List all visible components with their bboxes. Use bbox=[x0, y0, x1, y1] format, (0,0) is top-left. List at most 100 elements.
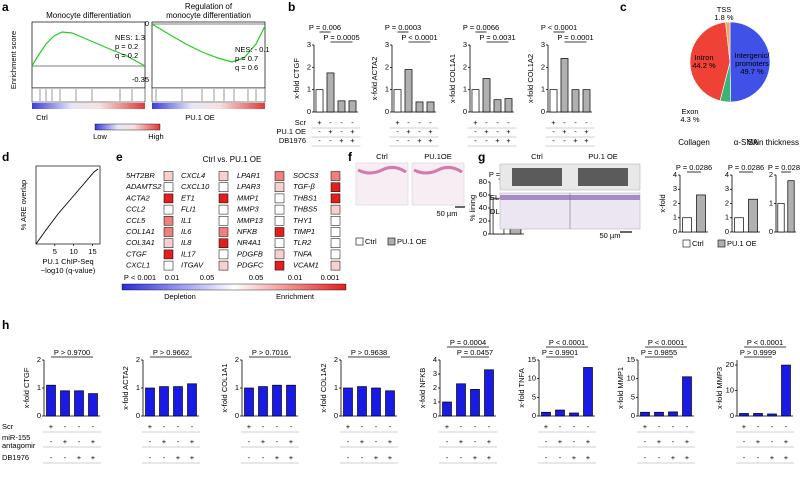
treatment-sign: + bbox=[506, 127, 511, 136]
treatment-sign: - bbox=[318, 136, 321, 145]
enrichment-box bbox=[163, 182, 174, 192]
slice-name: Intron bbox=[694, 53, 713, 62]
treatment-sign: - bbox=[644, 437, 647, 446]
bar bbox=[470, 389, 480, 417]
treatment-sign: - bbox=[644, 453, 647, 462]
treatment-sign: - bbox=[248, 437, 251, 446]
bar bbox=[504, 98, 513, 113]
treatment-sign: - bbox=[418, 118, 421, 127]
y-axis-label: x-fold CTGF bbox=[22, 367, 31, 408]
gene-name: TGF-β bbox=[293, 182, 315, 191]
y-tick-label: 10 bbox=[726, 386, 734, 395]
enrichment-box bbox=[218, 216, 229, 226]
p-value: P > 0.7016 bbox=[252, 348, 288, 357]
enrichment-box bbox=[218, 193, 229, 204]
treatment-sign: - bbox=[488, 422, 491, 431]
x-axis-label: PU.1 ChIP-Seq bbox=[42, 257, 93, 266]
treatment-sign: + bbox=[275, 453, 280, 462]
bar bbox=[482, 78, 491, 113]
scale-label: 0.01 bbox=[288, 273, 303, 282]
y-tick-label: 1 bbox=[673, 213, 677, 222]
p-value: P > 0.9662 bbox=[153, 348, 189, 357]
bar bbox=[541, 411, 551, 417]
bar bbox=[668, 411, 678, 417]
bar bbox=[426, 101, 435, 113]
treatment-sign: + bbox=[487, 453, 492, 462]
enrichment-box bbox=[218, 260, 229, 271]
treatment-sign: + bbox=[91, 453, 96, 462]
bar bbox=[337, 100, 346, 113]
gene-name: NFKB bbox=[237, 227, 257, 236]
gene-name: CCL2 bbox=[126, 205, 146, 214]
y-tick-label: 2 bbox=[385, 62, 389, 71]
gene-name: MMP1 bbox=[237, 193, 259, 202]
p-value: P > 0.9999 bbox=[740, 348, 776, 357]
treatment-sign: - bbox=[276, 437, 279, 446]
treatment-sign: + bbox=[770, 453, 775, 462]
treatment-sign: - bbox=[163, 422, 166, 431]
image-label: Ctrl bbox=[531, 152, 543, 161]
tissue-lining bbox=[357, 165, 407, 175]
hit-frame bbox=[31, 87, 146, 103]
y-tick-label: 0 bbox=[385, 107, 389, 116]
gsea-stat: p = 0.7 bbox=[235, 54, 258, 63]
treatment-sign: - bbox=[474, 127, 477, 136]
bar bbox=[442, 401, 452, 417]
bar bbox=[286, 384, 296, 417]
rank-heatmap bbox=[32, 103, 145, 109]
pie-slice bbox=[725, 21, 731, 63]
treatment-sign: + bbox=[445, 422, 450, 431]
treatment-sign: + bbox=[176, 453, 181, 462]
panel-label: c bbox=[620, 0, 627, 14]
p-value: P > 0.9700 bbox=[54, 348, 90, 357]
slice-name: TSS bbox=[717, 5, 732, 14]
treatment-sign: + bbox=[428, 136, 433, 145]
p-value: P = 0.9855 bbox=[641, 348, 677, 357]
y-tick-label: 0 bbox=[483, 229, 487, 238]
y-tick-label: 10 bbox=[627, 374, 635, 383]
treatment-sign: - bbox=[474, 136, 477, 145]
treatment-sign: - bbox=[262, 422, 265, 431]
slice-value: 49.7 % bbox=[740, 67, 764, 76]
scale-label: 0.001 bbox=[321, 273, 340, 282]
gene-name: TIMP1 bbox=[293, 227, 315, 236]
y-tick-label: 1 bbox=[307, 85, 311, 94]
rank-heatmap bbox=[152, 103, 265, 109]
gsea-title: monocyte differentiation bbox=[166, 11, 251, 20]
y-tick-label: 2 bbox=[769, 170, 773, 179]
skin-photo bbox=[578, 168, 628, 186]
phenotype: Ctrl bbox=[36, 113, 48, 122]
enrichment-box bbox=[163, 216, 174, 226]
legend-label: PU.1 OE bbox=[397, 237, 427, 246]
treatment-sign: + bbox=[91, 437, 96, 446]
y-tick-label: 0 bbox=[631, 411, 635, 420]
treatment-sign: - bbox=[418, 127, 421, 136]
panel-label: a bbox=[2, 0, 9, 14]
treatment-sign: - bbox=[485, 136, 488, 145]
bar bbox=[272, 384, 282, 417]
y-axis-label: x-fold ACTA2 bbox=[121, 366, 130, 410]
y-tick-label: 1 bbox=[235, 383, 239, 392]
treatment-sign: - bbox=[507, 118, 510, 127]
slice-name: Exon bbox=[681, 107, 698, 116]
treatment-sign: - bbox=[574, 118, 577, 127]
treatment-sign: - bbox=[149, 437, 152, 446]
p-value: P > 0.9638 bbox=[351, 348, 387, 357]
y-tick-label: 1 bbox=[725, 213, 729, 222]
slice-value: 4.3 % bbox=[680, 115, 700, 124]
y-tick-label: 1 bbox=[37, 383, 41, 392]
treatment-sign: - bbox=[396, 136, 399, 145]
treatment-sign: - bbox=[559, 453, 562, 462]
enrichment-box bbox=[218, 182, 229, 192]
treatment-sign: + bbox=[289, 453, 294, 462]
gene-name: VCAM1 bbox=[293, 261, 319, 270]
y-tick-label: 0 bbox=[463, 107, 467, 116]
treatment-sign: - bbox=[340, 118, 343, 127]
enrichment-box bbox=[274, 238, 285, 248]
bar bbox=[404, 69, 413, 113]
y-tick-label: 5 bbox=[631, 392, 635, 401]
chart-title: Skin thickness bbox=[748, 138, 799, 147]
treatment-label: miR-155 bbox=[2, 433, 30, 442]
treatment-sign: - bbox=[545, 437, 548, 446]
y-axis-label: % ARE overlap bbox=[19, 180, 28, 230]
